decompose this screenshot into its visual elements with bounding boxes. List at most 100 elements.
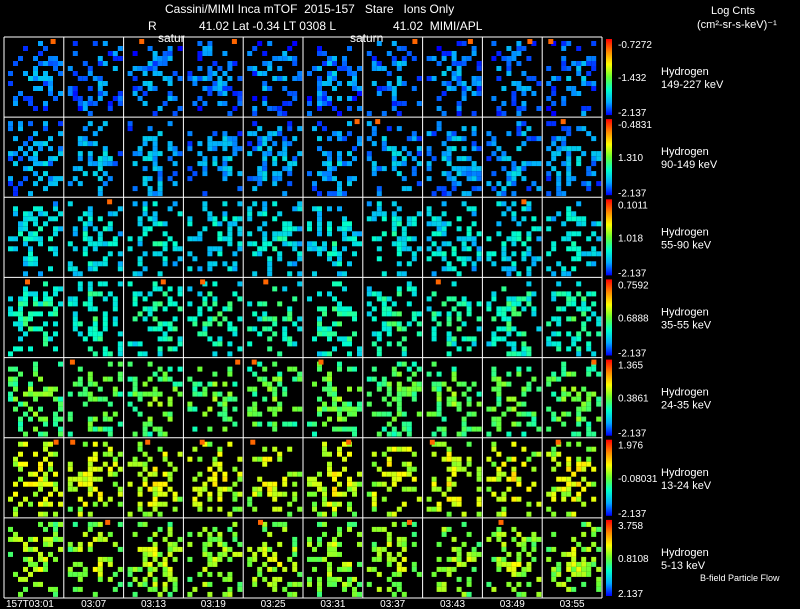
pixel-cell — [491, 531, 497, 537]
pixel-cell — [471, 546, 477, 552]
pixel-cell — [197, 106, 203, 111]
pixel-cell — [576, 421, 582, 427]
pixel-cell — [272, 446, 278, 452]
pixel-cell — [262, 176, 268, 182]
pixel-cell — [117, 546, 123, 552]
pixel-cell — [386, 421, 392, 427]
pixel-cell — [107, 361, 113, 367]
pixel-cell — [262, 521, 268, 527]
pixel-cell — [217, 541, 223, 547]
pixel-cell — [586, 106, 592, 111]
pixel-cell — [511, 56, 517, 61]
pixel-cell — [546, 341, 552, 347]
pixel-cell — [162, 306, 168, 312]
pixel-cell — [207, 321, 213, 327]
pixel-cell — [312, 506, 317, 512]
pixel-cell — [491, 186, 497, 192]
pixel-cell — [521, 566, 527, 572]
pixel-cell — [53, 231, 58, 237]
pixel-cell — [157, 446, 163, 452]
pixel-cell — [237, 201, 243, 207]
pixel-cell — [501, 156, 507, 162]
pixel-cell — [162, 556, 168, 562]
image-panel — [67, 519, 123, 597]
pixel-cell — [352, 81, 357, 86]
pixel-cell — [227, 351, 233, 357]
pixel-cell — [461, 521, 467, 527]
pixel-cell — [277, 506, 283, 512]
pixel-cell — [456, 101, 462, 106]
pixel-cell — [87, 421, 93, 427]
pixel-cell — [571, 556, 577, 562]
pixel-cell — [451, 391, 457, 397]
pixel-cell — [67, 201, 73, 207]
pixel-cell — [112, 211, 118, 217]
pixel-cell — [237, 296, 243, 302]
pixel-cell — [317, 101, 322, 106]
pixel-cell — [272, 246, 278, 252]
pixel-cell — [292, 566, 298, 572]
pixel-cell — [13, 406, 18, 412]
pixel-cell — [436, 311, 442, 317]
pixel-cell — [376, 571, 382, 577]
pixel-cell — [33, 76, 38, 81]
pixel-cell — [247, 131, 253, 137]
pixel-cell — [322, 421, 327, 427]
pixel-cell — [337, 531, 342, 537]
pixel-cell — [18, 91, 23, 96]
pixel-cell — [287, 226, 293, 232]
pixel-cell — [252, 251, 258, 257]
pixel-cell — [247, 386, 253, 392]
pixel-cell — [257, 566, 263, 572]
image-panel — [307, 439, 362, 517]
pixel-cell — [147, 226, 153, 232]
pixel-cell — [152, 161, 158, 167]
pixel-cell — [212, 156, 218, 162]
pixel-cell — [132, 301, 138, 307]
pixel-cell — [456, 401, 462, 407]
colorbar-min-label: -2.137 — [618, 108, 647, 119]
pixel-cell — [202, 156, 208, 162]
pixel-cell — [332, 131, 337, 137]
pixel-cell — [202, 46, 208, 51]
pixel-cell — [352, 96, 357, 101]
pixel-cell — [357, 241, 362, 247]
pixel-cell — [82, 386, 88, 392]
pixel-cell — [581, 296, 587, 302]
pixel-cell — [411, 156, 417, 162]
pixel-cell — [576, 156, 582, 162]
pixel-cell — [436, 441, 442, 447]
pixel-cell — [391, 396, 397, 402]
pixel-cell — [571, 91, 577, 96]
pixel-cell — [157, 61, 163, 66]
pixel-cell — [526, 86, 532, 91]
pixel-cell — [48, 81, 53, 86]
pixel-cell — [23, 541, 28, 547]
pixel-cell — [551, 371, 557, 377]
image-panel — [127, 521, 183, 597]
pixel-cell — [566, 466, 572, 472]
pixel-cell — [292, 406, 298, 412]
pixel-cell — [591, 251, 597, 257]
pixel-cell — [277, 406, 283, 412]
pixel-cell — [282, 241, 288, 247]
pixel-cell — [536, 81, 542, 86]
pixel-cell — [496, 561, 502, 567]
pixel-cell — [376, 481, 382, 487]
pixel-cell — [396, 396, 402, 402]
pixel-cell — [396, 341, 402, 347]
pixel-cell — [451, 481, 457, 487]
pixel-cell — [97, 331, 103, 337]
pixel-cell — [167, 121, 173, 127]
pixel-cell — [222, 216, 228, 222]
pixel-cell — [38, 206, 43, 212]
pixel-cell — [53, 556, 58, 562]
pixel-cell — [282, 526, 288, 532]
pixel-cell — [217, 101, 223, 106]
pixel-cell — [501, 496, 507, 502]
pixel-cell — [456, 406, 462, 412]
pixel-cell — [586, 61, 592, 66]
pixel-cell — [371, 211, 377, 217]
pixel-cell — [386, 386, 392, 392]
pixel-cell — [287, 221, 293, 227]
